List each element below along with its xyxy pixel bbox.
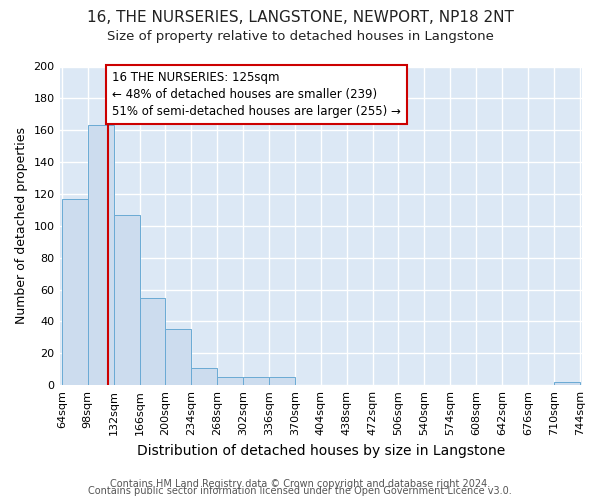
Bar (166, 330, 191, 385)
Bar (217, 377, 243, 385)
Bar (191, 368, 217, 385)
X-axis label: Distribution of detached houses by size in Langstone: Distribution of detached houses by size … (137, 444, 505, 458)
Bar (554, 382, 580, 385)
Bar (62, 199, 88, 385)
Bar (88, 126, 113, 385)
Text: 16 THE NURSERIES: 125sqm
← 48% of detached houses are smaller (239)
51% of semi-: 16 THE NURSERIES: 125sqm ← 48% of detach… (112, 72, 401, 118)
Text: Size of property relative to detached houses in Langstone: Size of property relative to detached ho… (107, 30, 493, 43)
Bar (269, 377, 295, 385)
Bar (140, 298, 166, 385)
Bar (113, 214, 140, 385)
Y-axis label: Number of detached properties: Number of detached properties (15, 128, 28, 324)
Text: Contains public sector information licensed under the Open Government Licence v3: Contains public sector information licen… (88, 486, 512, 496)
Text: 16, THE NURSERIES, LANGSTONE, NEWPORT, NP18 2NT: 16, THE NURSERIES, LANGSTONE, NEWPORT, N… (86, 10, 514, 25)
Text: Contains HM Land Registry data © Crown copyright and database right 2024.: Contains HM Land Registry data © Crown c… (110, 479, 490, 489)
Bar (243, 377, 269, 385)
